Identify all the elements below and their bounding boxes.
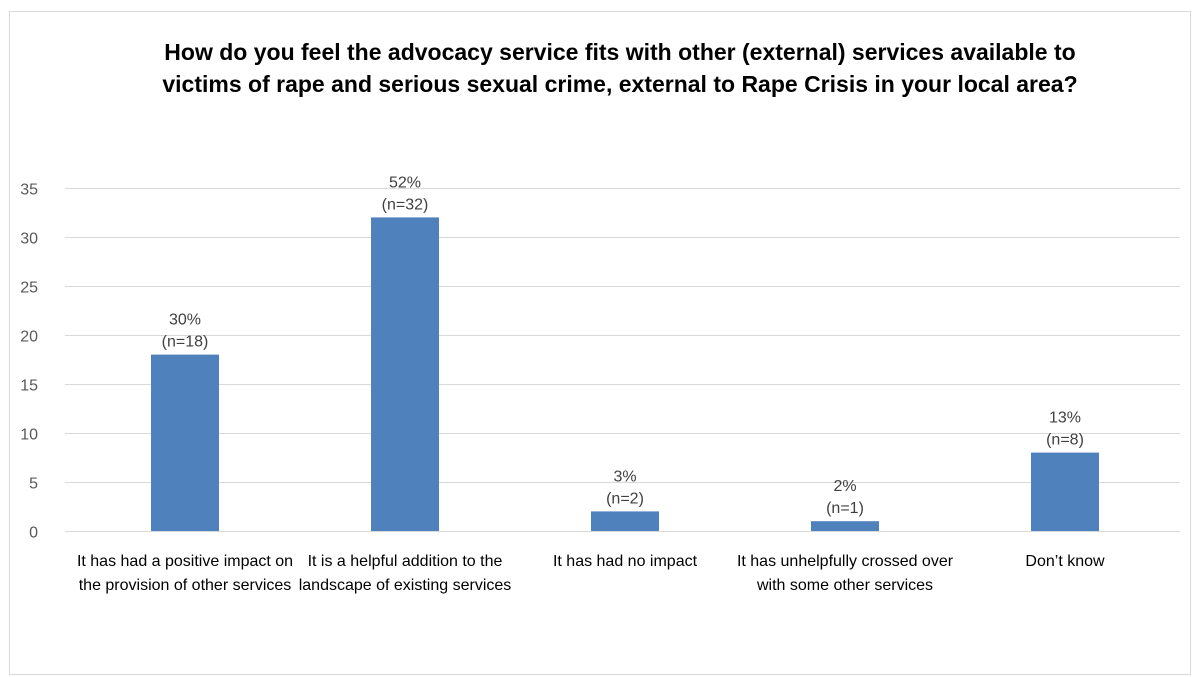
chart-title: How do you feel the advocacy service fit… [162, 39, 1078, 97]
chart-frame [9, 11, 1191, 675]
data-label: 30% (n=18) [162, 312, 209, 351]
y-tick-label: 15 [20, 378, 38, 395]
y-tick-label: 35 [20, 182, 38, 199]
y-tick-label: 10 [20, 427, 38, 444]
gridlines [65, 188, 1180, 532]
bars [151, 217, 1099, 531]
y-tick-label: 5 [29, 476, 38, 493]
bar [811, 521, 879, 531]
bar [371, 217, 439, 531]
data-label: 52% (n=32) [382, 174, 429, 213]
y-tick-label: 20 [20, 329, 38, 346]
data-label: 13% (n=8) [1046, 410, 1084, 449]
x-category-label: It has had a positive impact on the prov… [76, 553, 294, 594]
x-category-label: Don’t know [1025, 553, 1105, 570]
bar [151, 354, 219, 531]
bar [1031, 452, 1099, 531]
x-category-label: It has had no impact [552, 553, 698, 570]
y-tick-label: 30 [20, 231, 38, 248]
data-label: 2% (n=1) [826, 478, 864, 517]
x-category-label: It is a helpful addition to the landscap… [298, 553, 512, 594]
data-labels: 30% (n=18) 52% (n=32) 3% (n=2) 2% (n=1) 13% (n=8) [162, 174, 1084, 517]
x-category-label: It has unhelpfully crossed over with som… [736, 553, 954, 594]
y-tick-label: 25 [20, 280, 38, 297]
y-axis-ticks: 0 5 10 15 20 25 30 35 [20, 182, 38, 542]
data-label: 3% (n=2) [606, 468, 644, 507]
y-tick-label: 0 [29, 525, 38, 542]
bar [591, 511, 659, 531]
